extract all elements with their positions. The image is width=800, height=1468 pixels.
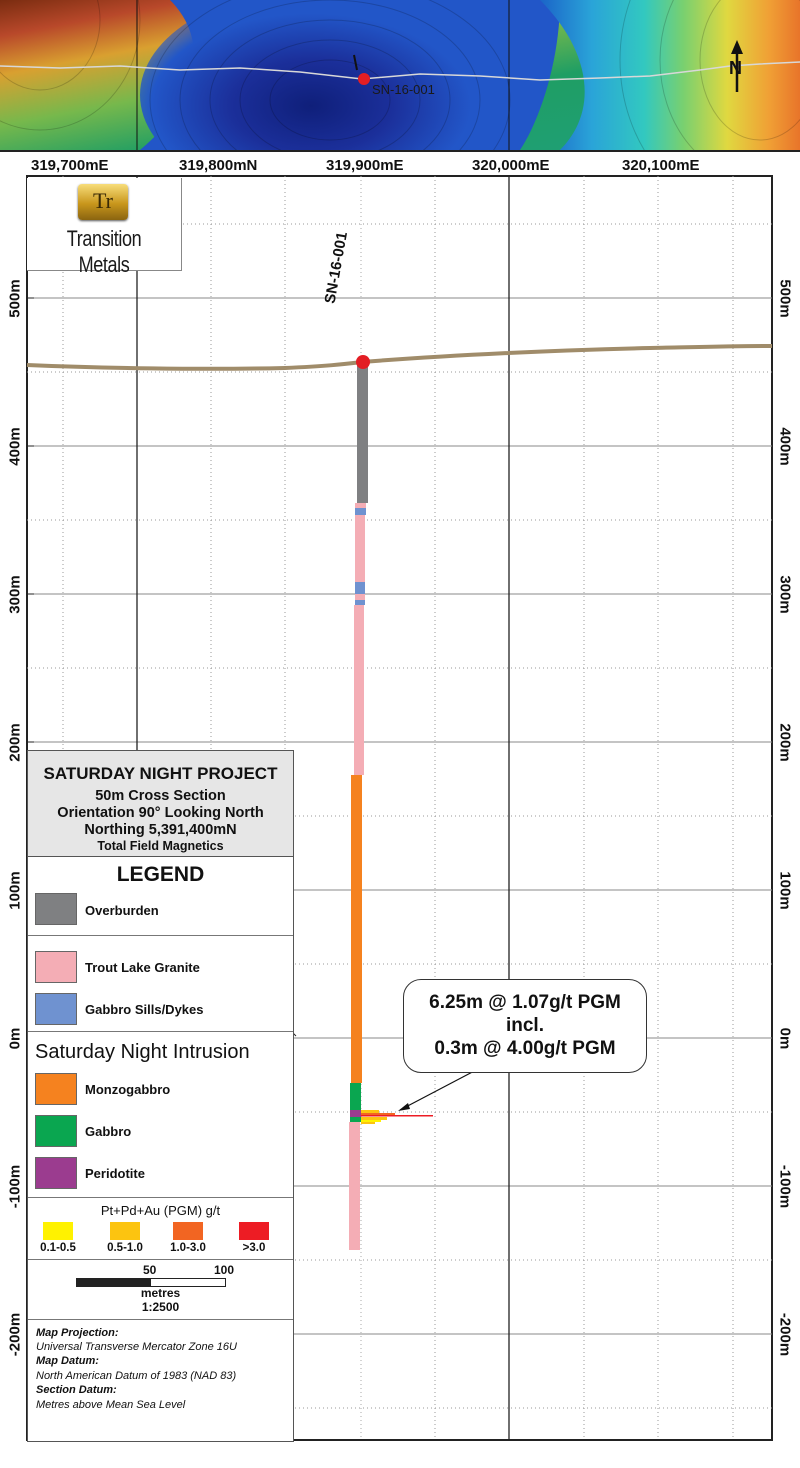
elevation-label-left: 400m: [6, 427, 24, 466]
ground-surface: [26, 344, 773, 371]
datum-value: North American Datum of 1983 (NAD 83): [36, 1370, 237, 1382]
elevation-label-left: 200m: [6, 723, 24, 762]
grade-label: >3.0: [242, 1242, 266, 1254]
gabbro-sill-interval: [355, 600, 365, 605]
magnetics-map-strip: SN-16-001 N: [0, 0, 800, 152]
logo-company-name: Transition Metals: [66, 226, 142, 277]
elevation-label-right: 200m: [776, 723, 794, 762]
elevation-label-left: 500m: [6, 279, 24, 318]
grade-swatch: [110, 1222, 140, 1240]
section-datum-value: Metres above Mean Sea Level: [36, 1399, 186, 1411]
overburden-interval: [357, 365, 368, 503]
callout-line-2: incl.: [505, 1015, 544, 1036]
legend-panel: SATURDAY NIGHT PROJECT 50m Cross Section…: [27, 750, 294, 1442]
logo-badge: Tr: [78, 184, 128, 220]
company-logo: Tr Transition Metals: [27, 178, 182, 277]
elevation-label-right: 400m: [776, 427, 794, 466]
easting-label: 319,800mN: [179, 157, 258, 174]
magnetics-map-image: [0, 0, 800, 150]
easting-label: 320,000mE: [472, 157, 550, 174]
legend-swatch-gabbro: [35, 1115, 77, 1147]
elevation-label-left: -200m: [6, 1312, 24, 1357]
callout-line-3: 0.3m @ 4.00g/t PGM: [434, 1038, 616, 1059]
section-line: 50m Cross Section: [95, 788, 226, 804]
callout-arrow: [399, 1067, 481, 1111]
section-datum-label: Section Datum:: [36, 1384, 117, 1396]
drill-hole-log: [349, 365, 368, 1250]
northing-line: Northing 5,391,400mN: [84, 822, 237, 838]
collar-marker: [356, 355, 370, 369]
elevation-label-right: 500m: [776, 279, 794, 318]
elevation-label-right: 300m: [776, 575, 794, 614]
legend-swatch-overburden: [35, 893, 77, 925]
project-title: SATURDAY NIGHT PROJECT: [43, 764, 278, 783]
granite-interval: [355, 515, 365, 582]
logo-monogram: Tr: [93, 188, 113, 213]
legend-label: Trout Lake Granite: [85, 960, 200, 975]
legend-swatch-gabbro-sills: [35, 993, 77, 1025]
elevation-label-left: 300m: [6, 575, 24, 614]
elevation-label-right: -200m: [776, 1312, 794, 1357]
projection-label: Map Projection:: [36, 1327, 119, 1339]
grade-label: 0.1-0.5: [40, 1242, 76, 1254]
scale-bar-light: [150, 1278, 226, 1287]
grade-swatch: [43, 1222, 73, 1240]
easting-label: 320,100mE: [622, 157, 700, 174]
elevation-label-left: 100m: [6, 871, 24, 910]
scale-tick-100: 100: [214, 1263, 235, 1277]
north-arrow-icon: [731, 40, 743, 92]
assay-callout: 6.25m @ 1.07g/t PGM incl. 0.3m @ 4.00g/t…: [403, 979, 647, 1073]
projection-value: Universal Transverse Mercator Zone 16U: [36, 1341, 237, 1353]
legend-label: Peridotite: [85, 1166, 145, 1181]
north-label: N: [729, 58, 742, 78]
legend-swatch-monzogabbro: [35, 1073, 77, 1105]
callout-line-1: 6.25m @ 1.07g/t PGM: [429, 992, 621, 1013]
scale-tick-50: 50: [143, 1263, 157, 1277]
elevation-label-left: 0m: [6, 1027, 24, 1050]
legend-swatch-granite: [35, 951, 77, 983]
gabbro-interval: [350, 1083, 361, 1110]
scale-ratio: 1:2500: [141, 1300, 180, 1314]
map-hole-label: SN-16-001: [372, 82, 435, 97]
gabbro-sill-interval: [355, 508, 366, 515]
legend-label: Gabbro Sills/Dykes: [85, 1002, 204, 1017]
map-collar-marker: [358, 73, 370, 85]
elevation-label-left: -100m: [6, 1164, 24, 1209]
elevation-label-right: 100m: [776, 871, 794, 910]
legend-label: Gabbro: [85, 1124, 132, 1139]
elevation-label-right: 0m: [776, 1027, 794, 1050]
data-type-line: Total Field Magnetics: [97, 839, 224, 853]
granite-interval: [354, 605, 364, 775]
scale-unit: metres: [140, 1286, 181, 1300]
grade-title: Pt+Pd+Au (PGM) g/t: [100, 1203, 221, 1218]
gabbro-sill-interval: [355, 582, 365, 594]
legend-swatch-peridotite: [35, 1157, 77, 1189]
legend-label: Overburden: [85, 903, 159, 918]
legend-label: Monzogabbro: [85, 1082, 171, 1097]
orientation-line: Orientation 90° Looking North: [57, 805, 264, 821]
grade-swatch: [239, 1222, 269, 1240]
intrusion-heading: Saturday Night Intrusion: [35, 1041, 250, 1063]
monzogabbro-interval: [351, 775, 362, 1083]
peridotite-interval: [350, 1110, 361, 1117]
grade-label: 1.0-3.0: [170, 1242, 206, 1254]
elevation-label-right: -100m: [776, 1164, 794, 1209]
title-block: SATURDAY NIGHT PROJECT 50m Cross Section…: [28, 751, 293, 857]
grade-swatch: [173, 1222, 203, 1240]
easting-label: 319,700mE: [31, 157, 109, 174]
easting-label: 319,900mE: [326, 157, 404, 174]
granite-interval: [349, 1122, 360, 1250]
grade-histogram: [361, 1110, 433, 1124]
grade-label: 0.5-1.0: [107, 1242, 143, 1254]
legend-heading: LEGEND: [116, 863, 205, 886]
datum-label: Map Datum:: [36, 1355, 99, 1367]
